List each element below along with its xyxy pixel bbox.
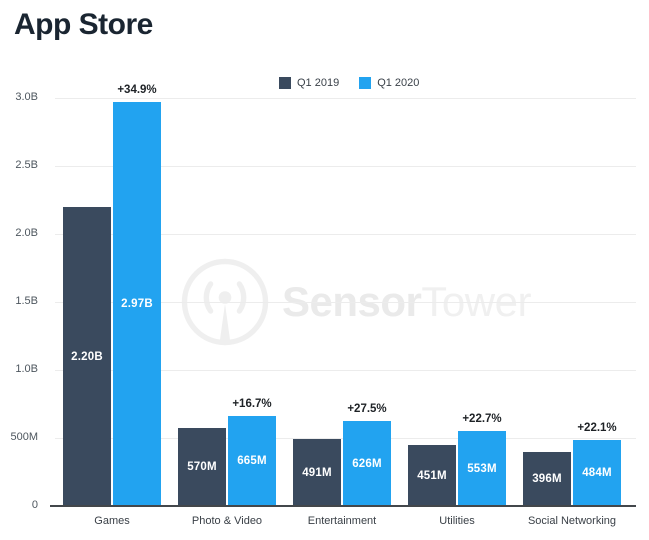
bar-q1-2020-games: 2.97B xyxy=(113,102,161,506)
bar-q1-2019-social-networking: 396M xyxy=(523,452,571,506)
y-axis: 3.0B 2.5B 2.0B 1.5B 1.0B 500M 0 xyxy=(4,91,46,511)
bar-q1-2019-utilities: 451M xyxy=(408,445,456,506)
watermark-text-sensor: Sensor xyxy=(282,278,422,325)
bar-value-label: 491M xyxy=(302,466,332,479)
bar-q1-2020-entertainment: 626M xyxy=(343,421,391,506)
pct-change-label-photo-video: +16.7% xyxy=(232,398,272,410)
x-axis-baseline xyxy=(50,505,636,507)
bar-value-label: 484M xyxy=(582,467,612,479)
x-category-label-photo-video: Photo & Video xyxy=(191,515,263,527)
bar-group-photo-video: 570M 665M +16.7% Photo & Video xyxy=(178,98,276,527)
bar-group-games: 2.20B 2.97B +34.9% Games xyxy=(63,84,161,527)
y-tick-label-500m: 500M xyxy=(10,431,38,443)
y-tick-label-1-5b: 1.5B xyxy=(15,295,38,307)
y-tick-label-1-0b: 1.0B xyxy=(15,363,38,375)
bar-q1-2020-utilities: 553M xyxy=(458,431,506,506)
bar-group-entertainment: 491M 626M +27.5% Entertainment xyxy=(293,98,391,527)
x-category-label-utilities: Utilities xyxy=(439,515,475,527)
plot-area: 2.20B 2.97B +34.9% Games 570M 665M +16.7% Photo… xyxy=(50,84,636,527)
legend-label: Q1 2020 xyxy=(377,77,420,89)
watermark-text-tower: Tower xyxy=(421,278,531,325)
gridline-1-0b xyxy=(55,370,636,371)
x-category-label-entertainment: Entertainment xyxy=(307,515,377,527)
bar-group-utilities: 451M 553M +22.7% Utilities xyxy=(408,98,506,527)
bar-q1-2019-games: 2.20B xyxy=(63,207,111,506)
bar-q1-2019-photo-video: 570M xyxy=(178,428,226,506)
y-tick-label-2-0b: 2.0B xyxy=(15,227,38,239)
pct-change-label-utilities: +22.7% xyxy=(462,413,502,425)
gridline-1-5b xyxy=(55,302,636,303)
legend: Q1 2019 Q1 2020 xyxy=(279,77,419,89)
legend-item-q1-2019: Q1 2019 xyxy=(279,77,339,89)
watermark-text: SensorTower xyxy=(282,278,531,326)
y-tick-label-3-0b: 3.0B xyxy=(15,91,38,103)
bar-value-label: 626M xyxy=(352,457,382,470)
pct-change-label-entertainment: +27.5% xyxy=(347,403,387,415)
bar-q1-2019-entertainment: 491M xyxy=(293,439,341,506)
gridline-2-0b xyxy=(55,234,636,235)
legend-swatch-q1-2020-icon xyxy=(359,77,372,89)
y-tick-label-0: 0 xyxy=(31,499,38,511)
legend-label: Q1 2019 xyxy=(297,77,340,89)
bar-value-label: 2.20B xyxy=(71,350,103,363)
bar-value-label: 396M xyxy=(532,473,562,485)
gridline-2-5b xyxy=(55,166,636,167)
bar-q1-2020-photo-video: 665M xyxy=(228,416,276,506)
bar-value-label: 570M xyxy=(187,461,217,473)
bar-value-label: 451M xyxy=(417,469,447,482)
legend-swatch-q1-2019-icon xyxy=(279,77,291,89)
y-tick-label-2-5b: 2.5B xyxy=(15,159,38,171)
bar-q1-2020-social-networking: 484M xyxy=(573,440,621,506)
sensortower-watermark: SensorTower xyxy=(180,256,531,348)
pct-change-label-games: +34.9% xyxy=(117,84,157,96)
x-category-label-games: Games xyxy=(94,515,130,527)
bar-value-label: 2.97B xyxy=(121,298,153,310)
page-title: App Store xyxy=(14,8,153,41)
bar-group-social-networking: 396M 484M +22.1% Social Networking xyxy=(523,98,621,527)
x-category-label-social-networking: Social Networking xyxy=(527,515,617,527)
bar-value-label: 553M xyxy=(467,462,497,475)
legend-item-q1-2020: Q1 2020 xyxy=(359,77,419,89)
bar-value-label: 665M xyxy=(237,455,267,467)
gridline-3-0b xyxy=(55,98,636,99)
pct-change-label-social-networking: +22.1% xyxy=(577,422,617,434)
